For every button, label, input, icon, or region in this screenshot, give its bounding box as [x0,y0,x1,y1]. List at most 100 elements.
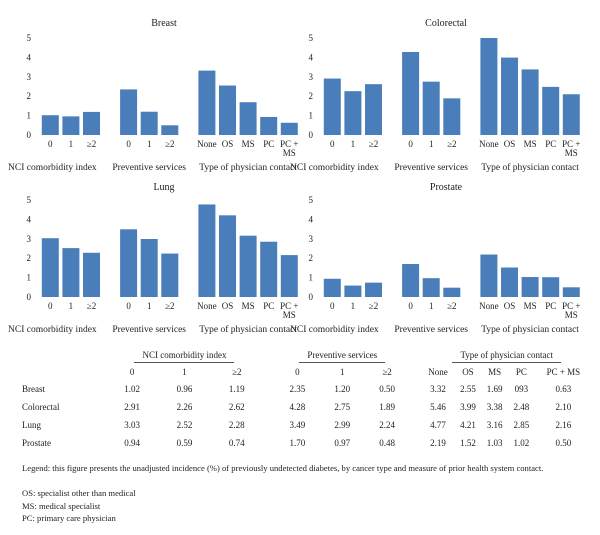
abbreviations-list: OS: specialist other than medical MS: me… [22,487,136,525]
x-category-label: ≥2 [165,301,174,311]
column-header: 1 [182,366,187,377]
x-category-label: MS [524,301,537,311]
table-cell: 3.38 [486,402,503,412]
table-cell: 4.21 [460,420,476,430]
bar-nci-comorbidity-index-1 [344,285,362,297]
x-category-label: None [197,301,217,311]
x-category-label: MS [242,139,255,149]
chart-title: Prostate [430,182,463,193]
bar-type-of-physician-contact-os [501,267,518,297]
x-category-label: ≥2 [447,139,456,149]
y-tick-label: 0 [27,292,32,302]
chart-panel-colorectal: Colorectal 0 1 2 3 4 5 0 1 ≥2 NCI comorbidity inde… [290,18,580,173]
group-label: NCI comorbidity index [290,325,379,335]
bar-preventive-services-2 [443,98,461,135]
table-cell: 2.10 [555,402,572,412]
bar-preventive-services-2 [443,287,461,297]
y-tick-label: 5 [309,33,314,43]
x-category-label: MS [565,310,578,320]
table-cell: 2.55 [460,384,476,394]
column-header: None [428,366,448,377]
x-category-label: PC + [562,139,580,149]
charts-figure: Breast 0 1 2 3 4 5 0 1 ≥2 NCI comorbidity index 0 1 ≥… [8,18,580,335]
table-cell: 2.91 [124,402,141,412]
x-category-label: 1 [351,139,356,149]
x-category-label: ≥2 [369,139,378,149]
y-tick-label: 4 [309,52,314,62]
bar-type-of-physician-contact-none [480,254,498,297]
table-cell: 0.50 [555,438,572,448]
bar-preventive-services-0 [402,264,420,297]
table-cell: 0.74 [228,438,245,448]
table-cell: 2.35 [289,384,306,394]
bar-nci-comorbidity-index-2 [83,252,100,297]
bar-type-of-physician-contact-pc-ms [562,287,580,297]
y-tick-label: 5 [309,195,314,205]
x-category-label: PC + [562,301,580,311]
bar-nci-comorbidity-index-0 [323,78,341,135]
bar-nci-comorbidity-index-2 [83,111,100,135]
bar-preventive-services-1 [140,238,158,297]
group-label: Type of physician contact [481,324,579,335]
bar-nci-comorbidity-index-2 [365,84,382,135]
x-category-label: PC [263,301,274,311]
bar-preventive-services-2 [161,253,179,297]
group-label: Type of physician contact [199,324,297,335]
bar-type-of-physician-contact-pc-ms [280,255,298,297]
table-cell: 4.77 [430,420,446,430]
bar-type-of-physician-contact-none [198,204,216,297]
table-cell: 5.46 [430,402,446,412]
table-cell: 1.02 [124,384,141,394]
row-label: Colorectal [22,402,60,412]
group-label: NCI comorbidity index [290,163,379,173]
group-label: Type of physician contact [199,162,297,173]
column-header: OS [462,366,474,377]
table-cell: 2.85 [513,420,530,430]
bar-nci-comorbidity-index-1 [62,248,80,297]
table-cell: 2.28 [228,420,245,430]
chart-panel-breast: Breast 0 1 2 3 4 5 0 1 ≥2 NCI comorbidity index 0 1 ≥… [8,18,298,173]
x-category-label: 1 [147,139,152,149]
bar-type-of-physician-contact-pc [542,86,560,135]
table-row: Colorectal 2.91 2.26 2.62 4.28 2.75 1.89… [22,398,592,416]
table-cell: 2.62 [228,402,245,412]
table-group-header-nci: NCI comorbidity index [106,346,263,363]
x-category-label: 1 [429,139,434,149]
table-cell: 1.89 [379,402,395,412]
x-category-label: PC [545,139,556,149]
bar-nci-comorbidity-index-1 [62,116,80,135]
y-tick-label: 3 [309,234,314,244]
y-tick-label: 3 [27,72,32,82]
chart-title: Colorectal [425,18,467,29]
bar-type-of-physician-contact-ms [239,102,257,135]
x-category-label: 1 [429,301,434,311]
table-cell: 2.26 [176,402,193,412]
x-category-label: None [479,139,499,149]
bar-type-of-physician-contact-pc [260,116,278,135]
x-category-label: 1 [69,139,74,149]
table-cell: 2.24 [379,420,395,430]
bar-nci-comorbidity-index-0 [323,278,341,297]
table-cell: 1.03 [486,438,503,448]
x-category-label: 0 [408,301,413,311]
bar-type-of-physician-contact-os [501,57,518,135]
y-tick-label: 4 [27,214,32,224]
row-label: Breast [22,384,45,394]
table-cell: 2.99 [334,420,351,430]
table-cell: 0.96 [176,384,193,394]
bar-type-of-physician-contact-ms [521,277,539,297]
x-category-label: ≥2 [165,139,174,149]
row-label: Lung [22,420,41,430]
bar-nci-comorbidity-index-2 [365,282,382,297]
x-category-label: OS [504,301,516,311]
y-tick-label: 2 [27,253,32,263]
bar-type-of-physician-contact-pc [260,241,278,297]
table-cell: 2.48 [513,402,530,412]
table-cell: 0.50 [379,384,395,394]
table-cell: 1.52 [460,438,476,448]
column-header: 0 [295,366,300,377]
figure-legend: Legend: this figure presents the unadjus… [22,463,544,473]
column-header: 0 [129,366,135,377]
group-label: Preventive services [394,325,468,335]
table-row: Lung 3.03 2.52 2.28 3.49 2.99 2.24 4.77 … [22,416,592,434]
